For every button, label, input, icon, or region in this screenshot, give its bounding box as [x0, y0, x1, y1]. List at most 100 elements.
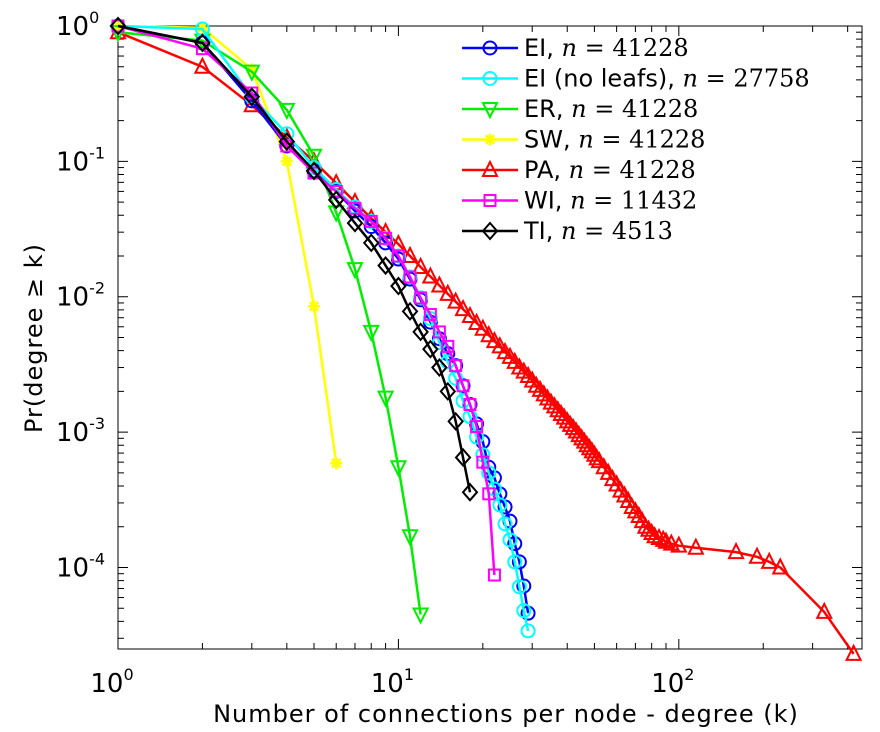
data-point: [771, 557, 789, 575]
data-point: [643, 522, 661, 540]
data-point: [516, 603, 532, 619]
legend-label: ER, n = 41228: [524, 95, 698, 123]
legend-marker: [482, 40, 498, 56]
data-point: [487, 568, 501, 582]
data-point: [646, 526, 664, 544]
legend-label: SW, n = 41228: [524, 126, 705, 154]
data-point: [432, 325, 446, 339]
data-point: [636, 516, 655, 534]
data-point: [467, 312, 486, 330]
legend: EI, n = 41228 EI (no leafs), n = 27758ER,…: [462, 34, 810, 245]
data-point: [552, 403, 570, 422]
legend-label: PA, n = 41228: [524, 156, 696, 184]
data-point: [422, 339, 439, 359]
data-point: [305, 148, 323, 167]
data-point: [815, 601, 833, 619]
legend-label: EI, n = 41228: [524, 34, 689, 62]
data-point: [439, 381, 457, 401]
data-point: [364, 214, 378, 228]
data-point: [461, 305, 479, 324]
data-point: [727, 541, 745, 560]
data-point: [390, 276, 407, 296]
data-point: [308, 300, 321, 313]
legend-marker: [481, 221, 499, 241]
data-point: [243, 87, 261, 107]
data-point: [662, 533, 680, 551]
data-point: [278, 132, 296, 152]
legend-label: TI, n = 4513: [523, 217, 673, 245]
legend-entry: ER, n = 41228: [462, 95, 698, 123]
data-point: [423, 307, 437, 321]
data-point: [502, 532, 518, 548]
data-point: [476, 455, 490, 469]
data-point: [403, 270, 417, 284]
axis-ticks: [117, 25, 862, 649]
x-tick-label: 102: [651, 665, 694, 699]
data-point: [538, 388, 557, 406]
data-point: [412, 322, 429, 342]
data-point: [194, 33, 211, 53]
data-point: [520, 623, 536, 639]
data-point: [401, 245, 419, 263]
data-point: [439, 283, 457, 301]
x-tick-labels: 100 101 102: [90, 665, 694, 699]
y-tick-label: 10-3: [56, 414, 105, 448]
data-point: [570, 424, 588, 443]
data-point: [377, 256, 394, 276]
legend-marker: [484, 133, 496, 146]
data-point: [545, 396, 564, 414]
data-point: [454, 298, 472, 317]
legend-label: WI, n = 11432: [524, 187, 697, 215]
data-point: [507, 554, 523, 570]
data-point: [280, 155, 293, 168]
data-point: [470, 420, 484, 434]
data-point: [558, 411, 576, 429]
data-point: [687, 537, 705, 555]
data-point: [748, 546, 766, 564]
x-tick-label: 100: [90, 665, 133, 699]
data-point: [431, 358, 448, 378]
data-point: [243, 64, 261, 82]
data-point: [414, 291, 428, 305]
data-point: [362, 233, 380, 253]
data-point: [346, 213, 364, 233]
data-point: [305, 161, 323, 181]
data-point: [278, 102, 296, 121]
data-point: [379, 231, 393, 245]
legend-marker: [483, 194, 497, 207]
data-point: [346, 262, 364, 280]
data-point: [401, 529, 419, 547]
legend-label: EI (no leafs), n = 27758: [524, 65, 810, 93]
legend-marker: [482, 71, 498, 86]
legend-entry: EI, n = 41228: [462, 34, 689, 62]
data-point: [654, 529, 672, 547]
x-axis-label: Number of connections per node - degree …: [213, 700, 799, 728]
data-point: [447, 411, 464, 431]
data-point: [456, 379, 470, 393]
data-point: [463, 397, 477, 411]
data-point: [376, 390, 395, 408]
data-point: [109, 16, 127, 36]
data-point: [330, 457, 343, 470]
data-point: [401, 301, 419, 321]
data-point: [474, 318, 492, 336]
series-line: [117, 24, 496, 576]
legend-entry: PA, n = 41228: [462, 156, 696, 184]
y-tick-label: 10-2: [56, 279, 105, 313]
data-point: [542, 392, 560, 410]
data-point: [555, 407, 573, 425]
legend-entry: TI, n = 4513: [462, 217, 673, 245]
data-point: [535, 384, 553, 402]
legend-marker: [481, 159, 499, 177]
series-layer: [109, 16, 863, 661]
series-ti: [109, 16, 479, 502]
data-point: [760, 551, 778, 569]
plot-area: [109, 16, 863, 661]
data-point: [193, 56, 212, 74]
series-line: [117, 30, 422, 615]
data-point: [511, 579, 527, 595]
data-point: [362, 324, 380, 343]
data-point: [492, 497, 508, 513]
data-point: [441, 339, 455, 353]
